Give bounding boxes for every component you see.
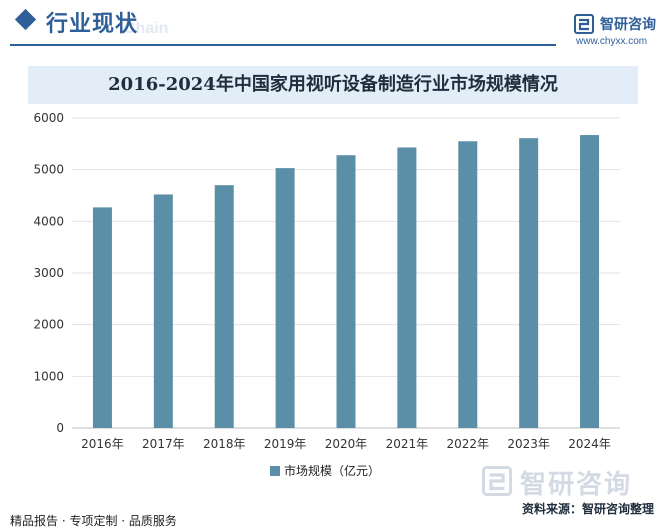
bar [336,155,356,428]
bar [153,194,173,428]
x-tick-label: 2024年 [568,437,611,451]
bar [275,168,295,428]
brand-url: www.chyxx.com [576,36,648,47]
section-title: 行业现状 [46,12,139,37]
bar [458,141,478,428]
y-tick-label: 5000 [33,163,64,177]
footer-tagline: 精品报告 · 专项定制 · 品质服务 [10,514,177,528]
y-tick-label: 1000 [33,369,64,383]
x-tick-label: 2016年 [81,437,124,451]
bar [519,138,539,428]
y-tick-label: 2000 [33,318,64,332]
y-tick-label: 3000 [33,266,64,280]
bar [214,185,234,428]
x-tick-label: 2017年 [142,437,185,451]
chart-title-bar: 2016-2024年中国家用视听设备制造行业市场规模情况 [28,66,638,104]
x-tick-label: 2021年 [386,437,429,451]
bar [397,147,417,428]
brand-name: 智研咨询 [600,17,656,33]
bar [580,135,600,429]
header-divider [10,44,556,46]
brand-logo-icon [574,14,594,34]
chart-title: 2016-2024年中国家用视听设备制造行业市场规模情况 [108,74,558,95]
header: Chain 行业现状 智研咨询 www.chyxx.com [0,0,666,48]
x-tick-label: 2020年 [325,437,368,451]
y-tick-label: 4000 [33,214,64,228]
legend-swatch [270,466,280,476]
x-tick-label: 2022年 [447,437,490,451]
x-tick-label: 2018年 [203,437,246,451]
bar [92,207,112,428]
watermark-logo-text: 智研咨询 [520,470,633,500]
legend-label: 市场规模（亿元） [284,464,381,478]
x-tick-label: 2019年 [264,437,307,451]
x-tick-label: 2023年 [507,437,550,451]
data-source: 资料来源：智研咨询整理 [521,502,654,516]
watermark-logo-icon [482,466,512,496]
y-tick-label: 0 [56,421,64,435]
footer [0,504,666,532]
section-ghost-text: Chain [124,20,169,37]
y-tick-label: 6000 [33,111,64,125]
